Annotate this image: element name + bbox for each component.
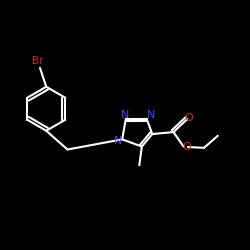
Text: Br: Br [32, 56, 44, 66]
Text: N: N [114, 136, 122, 146]
Text: N: N [146, 110, 155, 120]
Text: O: O [183, 142, 192, 152]
Text: O: O [184, 112, 193, 122]
Text: N: N [120, 110, 129, 120]
